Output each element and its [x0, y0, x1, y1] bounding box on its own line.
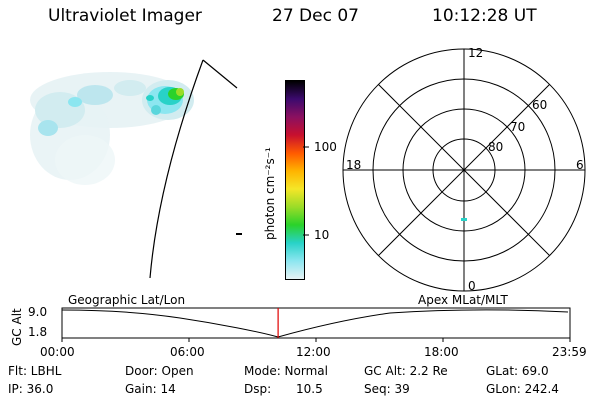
info-mode: Mode: Normal	[244, 364, 328, 378]
info-gain: Gain: 14	[125, 382, 176, 396]
timeline-xticks-marks	[61, 338, 571, 342]
timeline-y-axis-label: GC Alt	[10, 308, 24, 346]
geographic-image	[30, 59, 242, 279]
observation-date: 27 Dec 07	[272, 6, 359, 26]
polar-emission-spot	[461, 218, 467, 221]
info-seq: Seq: 39	[364, 382, 410, 396]
info-flt: Flt: LBHL	[8, 364, 62, 378]
timeline-xtick-6: 06:00	[170, 345, 205, 359]
timeline-right-title: Apex MLat/MLT	[418, 293, 508, 307]
info-dsp-label: Dsp:	[244, 382, 272, 396]
info-glon: GLon: 242.4	[486, 382, 559, 396]
colorbar-tick-100: 100	[314, 140, 337, 154]
polar-dial	[342, 48, 586, 292]
info-door: Door: Open	[125, 364, 194, 378]
info-gc-alt: GC Alt: 2.2 Re	[364, 364, 448, 378]
timeline-ytick-9: 9.0	[28, 305, 48, 319]
timeline-xtick-23: 23:59	[552, 345, 587, 359]
altitude-curve	[61, 309, 569, 338]
timeline-xtick-18: 18:00	[424, 345, 459, 359]
instrument-title: Ultraviolet Imager	[48, 6, 202, 26]
terminator-line	[149, 59, 238, 279]
timeline-ytick-1: 1.8	[28, 325, 48, 339]
observation-time: 10:12:28 UT	[432, 6, 537, 26]
timeline-xtick-12: 12:00	[296, 345, 331, 359]
timeline-plot	[61, 307, 571, 342]
info-dsp-value: 10.5	[296, 382, 323, 396]
colorbar	[285, 80, 305, 280]
colorbar-unit-label: photon cm⁻²s⁻¹	[263, 147, 277, 240]
colorbar-tick-10: 10	[314, 228, 330, 242]
timeline-xtick-0: 00:00	[40, 345, 75, 359]
timeline-left-title: Geographic Lat/Lon	[68, 293, 186, 307]
info-ip: IP: 36.0	[8, 382, 54, 396]
timeline-ylabel-wrap: GC Alt	[10, 304, 24, 346]
info-glat: GLat: 69.0	[486, 364, 549, 378]
auroral-emission	[30, 72, 242, 235]
colorbar-ticks	[303, 146, 309, 236]
colorbar-axis-label-wrap: photon cm⁻²s⁻¹	[263, 147, 277, 254]
